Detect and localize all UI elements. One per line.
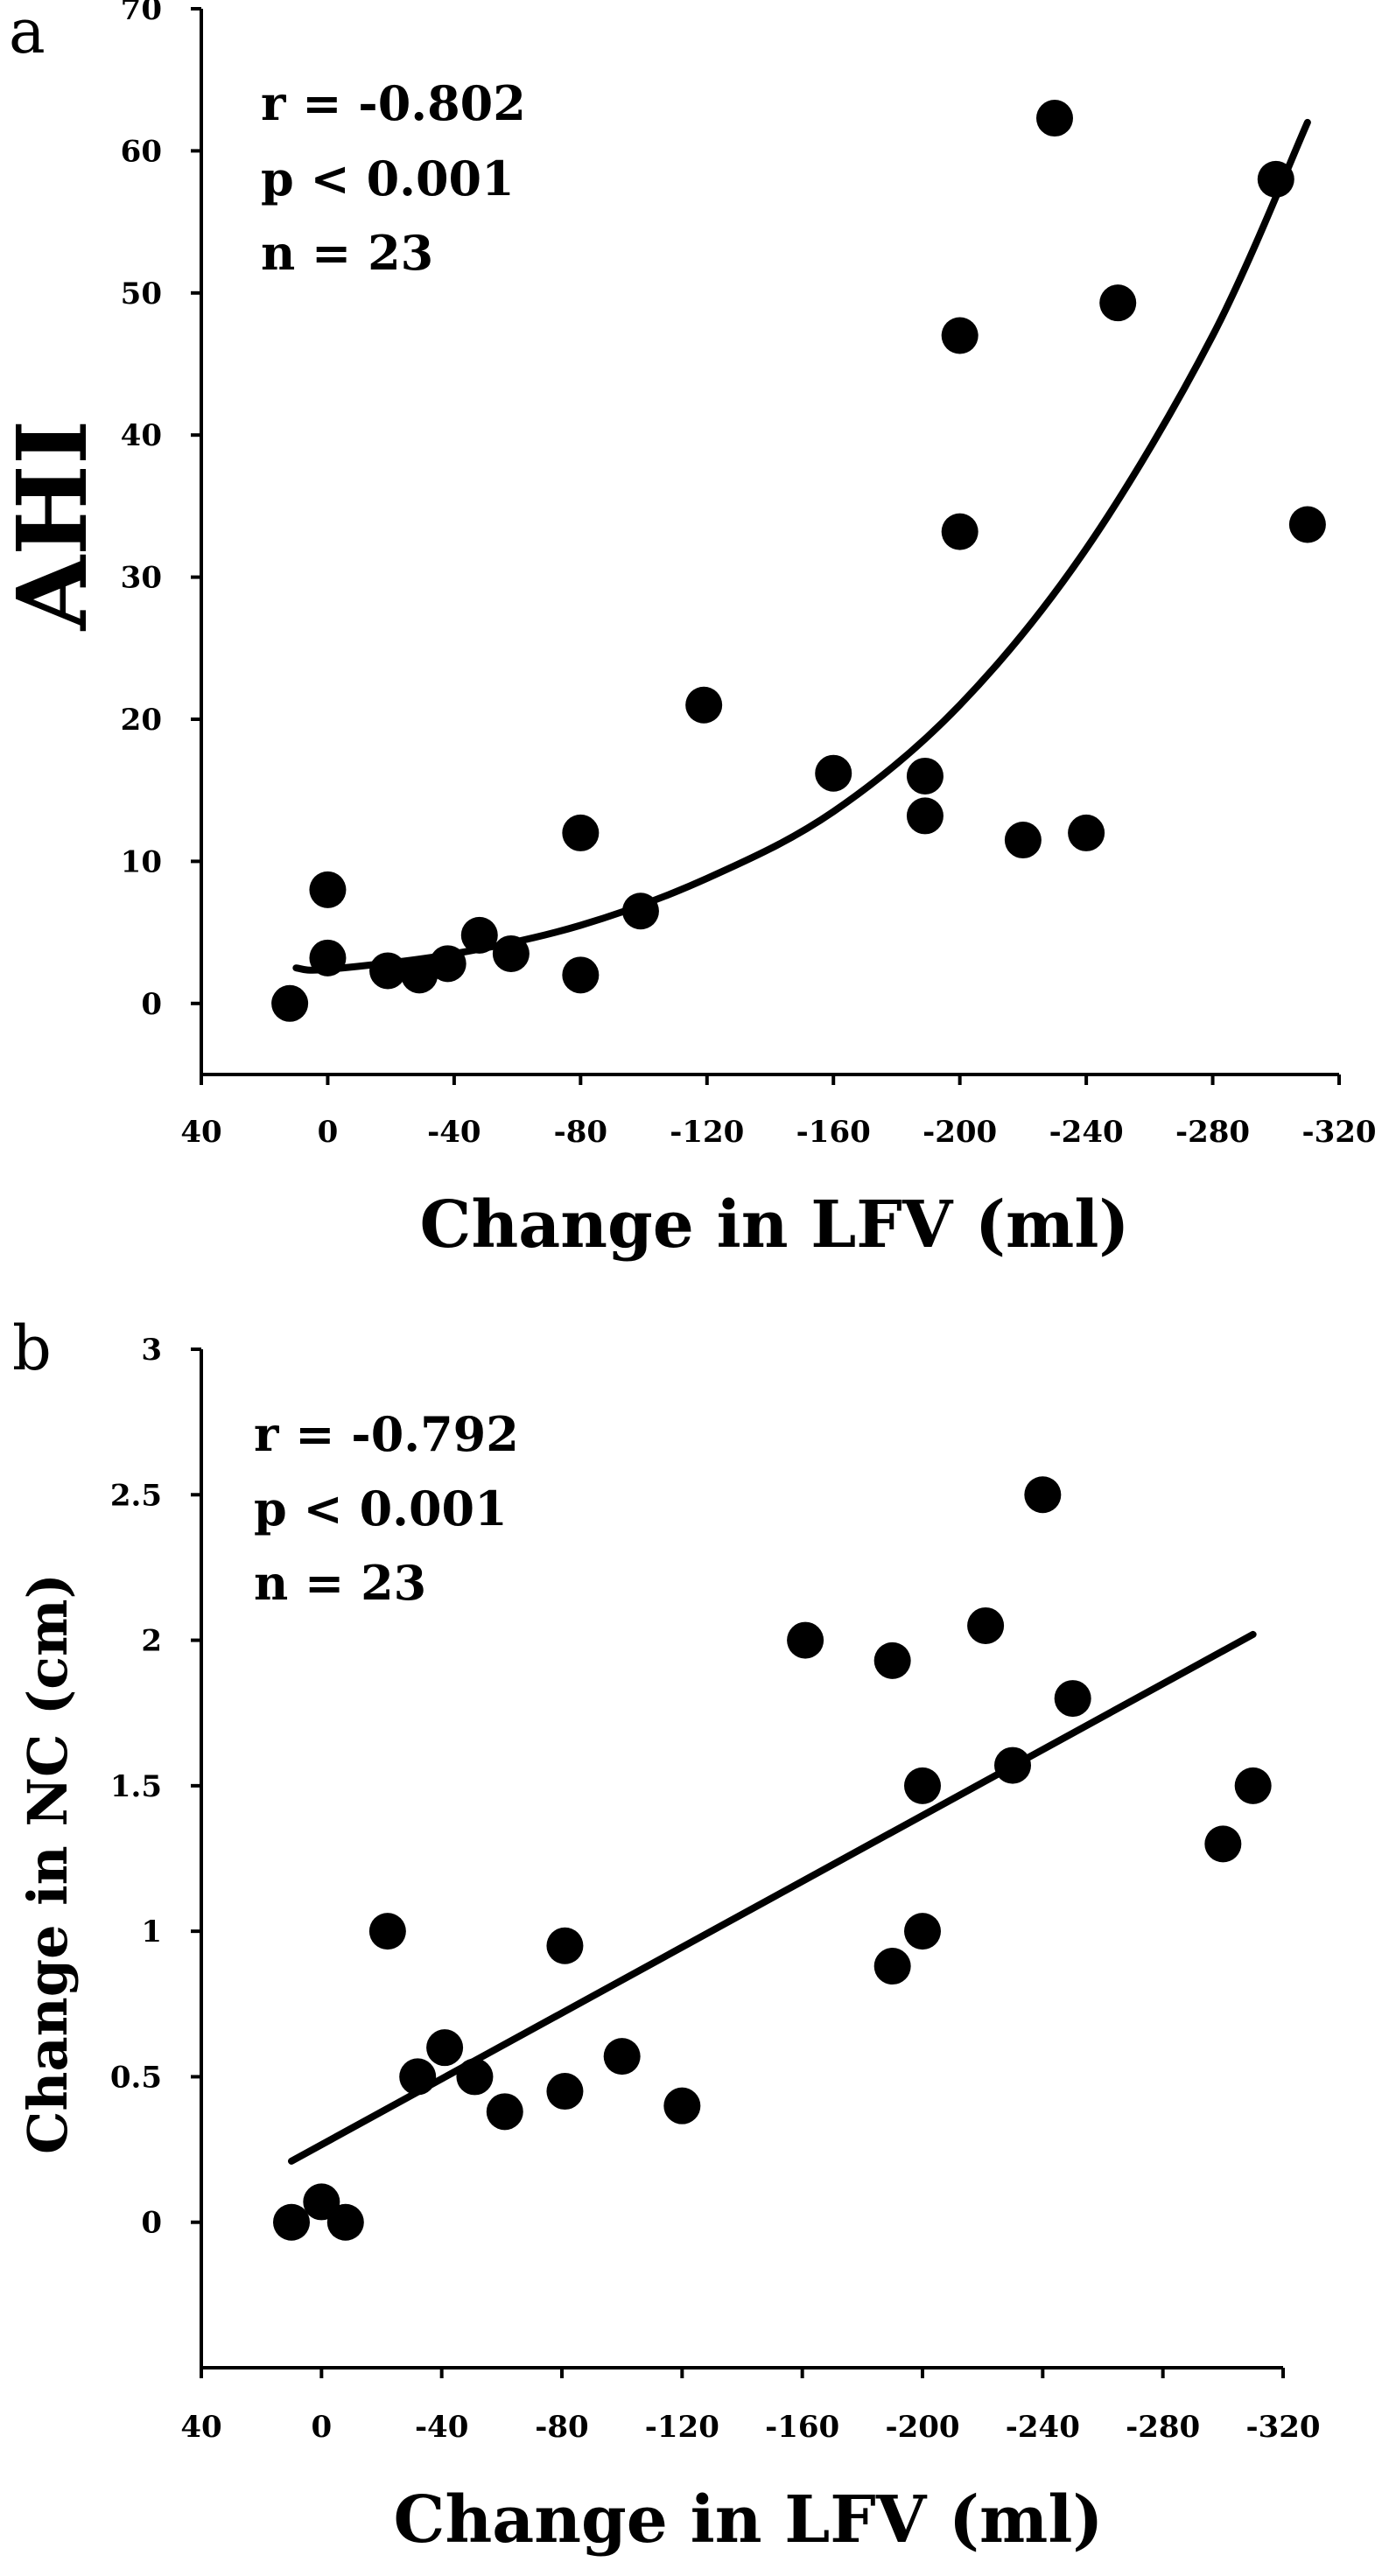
data-point — [904, 1913, 941, 1950]
data-point — [426, 2029, 464, 2067]
x-tick-label: -280 — [1175, 1115, 1250, 1150]
y-axis-title: Change in NC (cm) — [16, 1573, 80, 2154]
data-point — [273, 2203, 310, 2241]
x-tick-label: 0 — [318, 1115, 339, 1150]
panel-b: b 0 0.5 1 1.5 2 2.5 3 40 0 -40 -80 -120 -160 -200 -240 -… — [12, 1312, 1321, 2558]
data-point — [546, 1927, 584, 1964]
data-point — [1004, 822, 1042, 859]
data-point — [967, 1606, 1005, 1644]
data-point — [1068, 814, 1105, 851]
x-tick-label: -200 — [923, 1115, 997, 1150]
data-point — [546, 2073, 584, 2110]
stat-label: n = 23 — [261, 225, 433, 281]
y-tick-label: 1 — [141, 1914, 162, 1950]
data-point — [303, 2183, 340, 2221]
data-point — [906, 797, 944, 835]
x-tick-label: -320 — [1245, 2410, 1320, 2445]
data-point — [562, 814, 600, 851]
fit-line — [292, 118, 1311, 974]
stat-label: p < 0.001 — [261, 150, 515, 206]
fit-line — [288, 1630, 1257, 2165]
data-point — [1099, 284, 1137, 322]
x-tick-label: -320 — [1301, 1115, 1376, 1150]
x-tick-label: -120 — [645, 2410, 719, 2445]
data-point — [685, 686, 723, 724]
x-tick-label: -80 — [554, 1115, 607, 1150]
data-point — [562, 956, 600, 994]
y-tick-label: 40 — [121, 418, 162, 453]
data-point — [815, 754, 852, 792]
y-tick-label: 2 — [141, 1624, 162, 1659]
x-axis-title: Change in LFV (ml) — [420, 1187, 1130, 1263]
data-point — [460, 916, 498, 954]
data-point — [787, 1621, 824, 1659]
data-point — [1036, 100, 1073, 137]
y-tick-label: 50 — [121, 276, 162, 312]
y-tick-label: 20 — [121, 703, 162, 738]
x-tick-label: -200 — [885, 2410, 959, 2445]
x-tick-label: -240 — [1049, 1115, 1124, 1150]
data-point — [941, 317, 979, 354]
data-point — [399, 2058, 437, 2096]
x-tick-label: 0 — [311, 2410, 332, 2445]
stat-label: r = -0.802 — [261, 75, 526, 131]
y-tick-label: 1.5 — [110, 1769, 162, 1804]
y-axis-title: AHI — [0, 420, 109, 632]
data-point — [873, 1948, 911, 1985]
x-tick-label: -120 — [670, 1115, 744, 1150]
x-tick-label: -40 — [415, 2410, 468, 2445]
y-tick-label: 2.5 — [110, 1478, 162, 1513]
data-point — [1288, 506, 1326, 543]
data-point — [271, 984, 309, 1022]
x-tick-label: -240 — [1006, 2410, 1080, 2445]
data-point — [1257, 160, 1294, 198]
y-tick-label: 0 — [141, 987, 162, 1022]
y-tick-label: 10 — [121, 844, 162, 879]
y-tick-label: 70 — [121, 0, 162, 27]
data-point — [1024, 1476, 1062, 1514]
data-point — [621, 892, 659, 930]
data-point — [309, 939, 347, 976]
y-tick-label: 3 — [141, 1333, 162, 1368]
panel-a: a 0 10 20 30 40 50 60 70 40 0 -40 -80 -120 -160 -200 -24… — [0, 0, 1377, 1263]
data-point — [904, 1767, 941, 1804]
data-point — [369, 952, 407, 990]
y-tick-label: 0.5 — [110, 2060, 162, 2095]
data-point — [873, 1642, 911, 1679]
data-point — [486, 2093, 523, 2131]
data-point — [994, 1746, 1031, 1784]
data-point — [326, 2203, 364, 2241]
stat-label: n = 23 — [254, 1555, 426, 1611]
data-point — [401, 956, 438, 994]
panel-letter: a — [9, 0, 46, 67]
data-point — [368, 1913, 406, 1950]
data-point — [663, 2087, 701, 2124]
data-point — [492, 934, 530, 972]
x-tick-label: 40 — [180, 1115, 221, 1150]
x-tick-label: -160 — [765, 2410, 839, 2445]
stat-label: p < 0.001 — [254, 1480, 508, 1536]
data-point — [941, 513, 979, 550]
x-tick-label: -40 — [427, 1115, 481, 1150]
x-tick-label: -80 — [535, 2410, 588, 2445]
x-axis-title: Change in LFV (ml) — [394, 2482, 1104, 2558]
y-tick-label: 60 — [121, 134, 162, 169]
x-tick-label: -280 — [1126, 2410, 1200, 2445]
data-point — [309, 871, 347, 908]
data-point — [906, 757, 944, 794]
stat-label: r = -0.792 — [254, 1406, 519, 1462]
data-point — [1054, 1680, 1091, 1718]
data-point — [1204, 1825, 1242, 1863]
panel-letter: b — [12, 1312, 52, 1384]
data-point — [1234, 1767, 1272, 1804]
data-point — [456, 2058, 494, 2096]
data-point — [603, 2038, 641, 2076]
data-point — [429, 945, 467, 983]
x-tick-label: 40 — [180, 2410, 221, 2445]
x-tick-label: -160 — [796, 1115, 871, 1150]
y-tick-label: 30 — [121, 561, 162, 596]
y-tick-label: 0 — [141, 2206, 162, 2241]
